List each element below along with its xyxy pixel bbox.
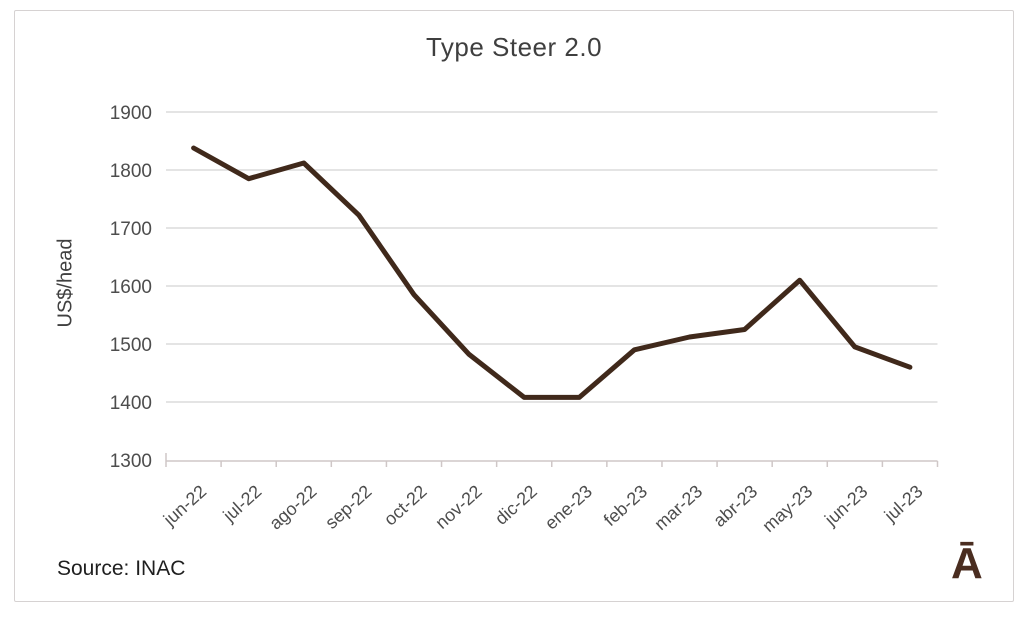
y-tick-label: 1600 [110, 277, 152, 298]
x-tick-label: ago-22 [265, 481, 320, 533]
y-tick-label: 1900 [110, 103, 152, 124]
x-tick-label: jun-23 [820, 481, 871, 530]
y-tick-label: 1500 [110, 335, 152, 356]
x-tick-label: abr-23 [709, 481, 761, 531]
chart-title: Type Steer 2.0 [425, 32, 603, 62]
y-tick-label: 1300 [110, 451, 152, 472]
x-tick-label: nov-22 [431, 481, 485, 533]
chart-frame [14, 10, 1014, 602]
x-tick-label: mar-23 [650, 481, 706, 534]
y-tick-label: 1800 [110, 161, 152, 182]
x-tick-label: sep-22 [321, 481, 375, 533]
price-line-series [191, 145, 913, 400]
x-tick-label: oct-22 [380, 481, 431, 529]
y-axis-title: US$/head [54, 238, 77, 328]
source-note: Source: INAC [57, 557, 186, 580]
y-tick-label: 1700 [110, 219, 152, 240]
x-tick-label: feb-23 [600, 481, 651, 530]
y-tick-label: 1400 [110, 393, 152, 414]
x-tick-label: may-23 [758, 481, 816, 536]
logo-a-macron: Ā [951, 539, 983, 588]
x-tick-label: jul-22 [218, 481, 265, 526]
x-tick-label: ene-23 [541, 481, 596, 533]
x-tick-label: jul-23 [880, 481, 927, 526]
x-tick-label: dic-22 [491, 481, 541, 529]
x-tick-label: jun-22 [159, 481, 210, 530]
